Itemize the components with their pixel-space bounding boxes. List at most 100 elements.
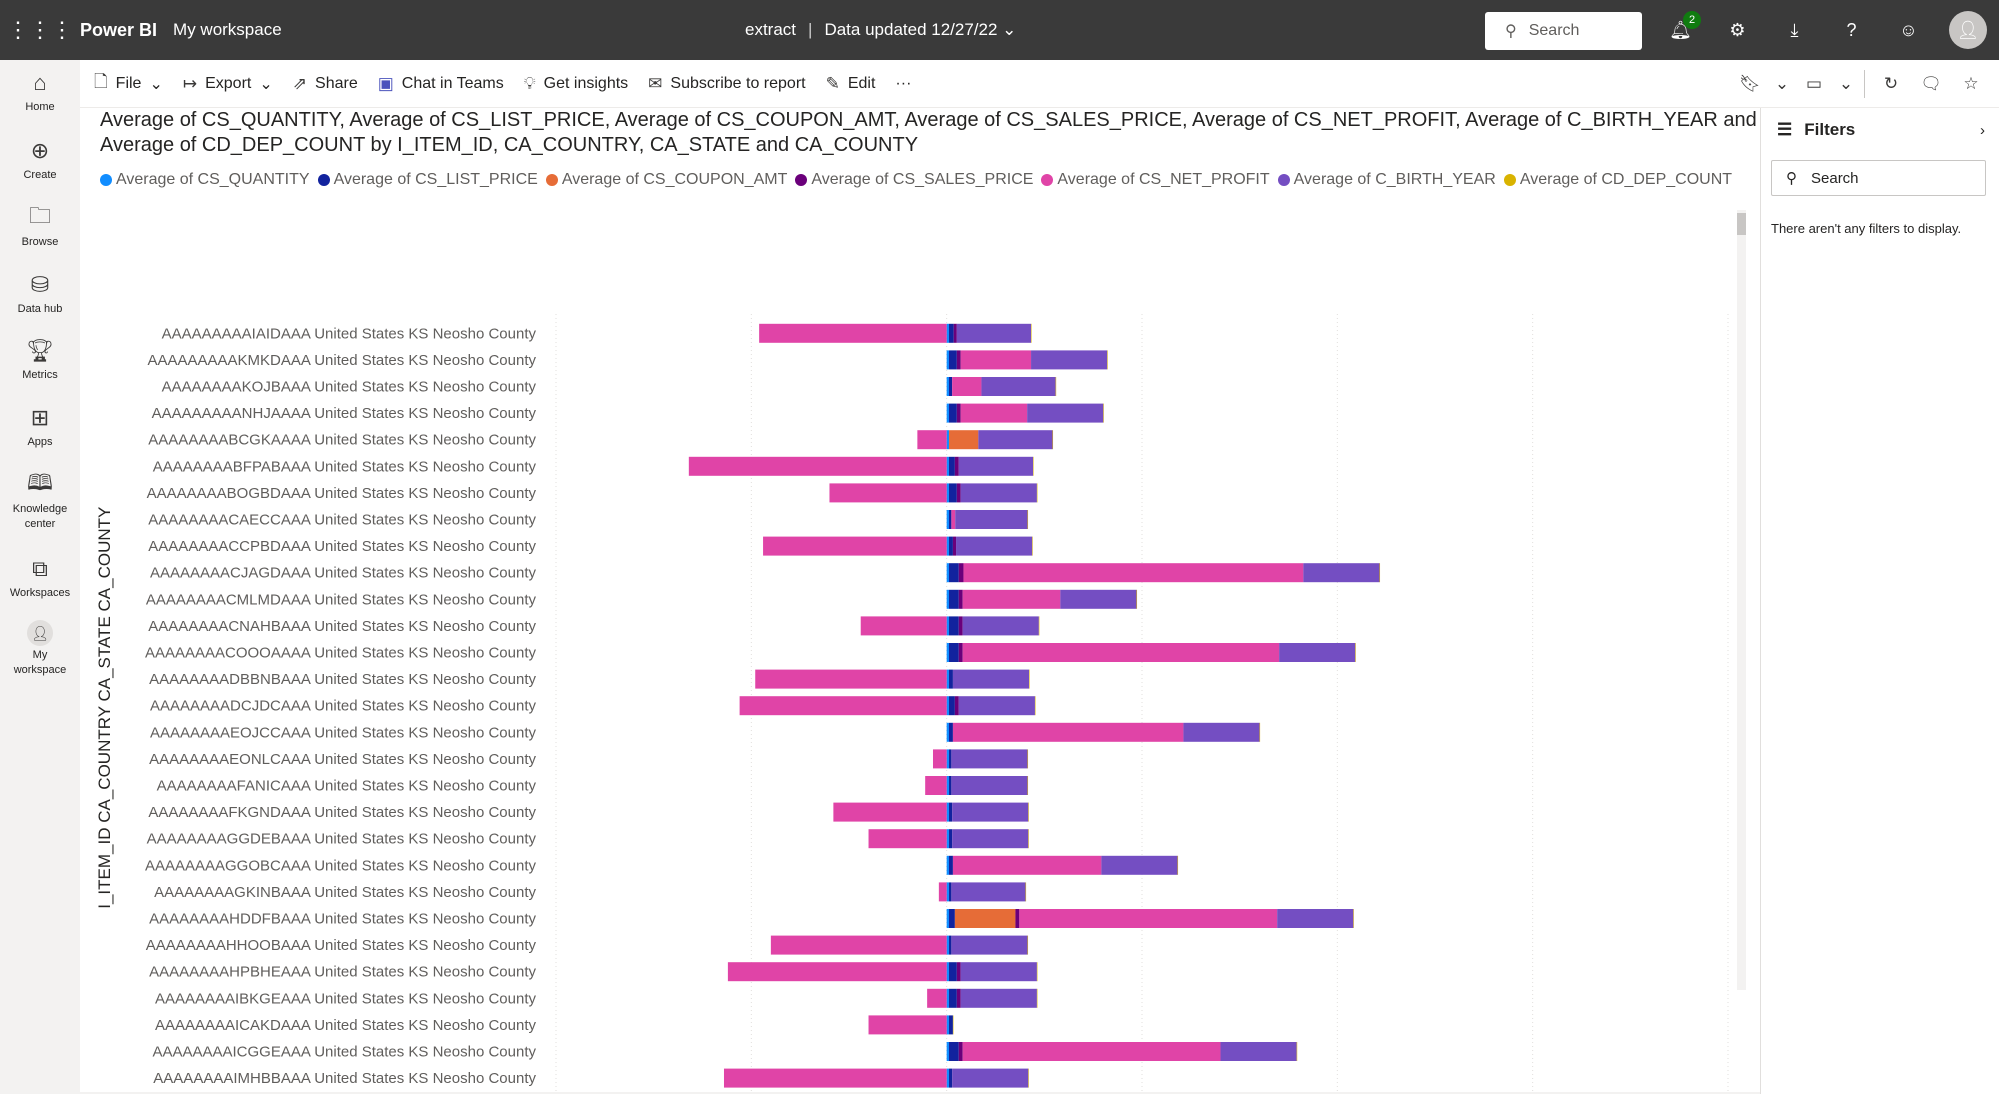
chat-in-teams-button[interactable]: ▣ Chat in Teams: [368, 60, 514, 108]
export-menu[interactable]: ↦ Export ⌄: [173, 60, 283, 108]
bar-segment[interactable]: [952, 669, 1030, 689]
bar-segment[interactable]: [946, 935, 950, 955]
bar-segment[interactable]: [958, 589, 963, 609]
bar-segment[interactable]: [952, 855, 1102, 875]
bar-segment[interactable]: [956, 988, 961, 1008]
bar-segment[interactable]: [960, 483, 1037, 503]
bar-segment[interactable]: [949, 722, 953, 742]
bar-segment[interactable]: [946, 456, 950, 476]
bar-segment[interactable]: [1101, 855, 1178, 875]
bar-segment[interactable]: [946, 722, 950, 742]
bar-segment[interactable]: [868, 829, 947, 849]
bar-segment[interactable]: [1036, 483, 1038, 503]
bar-segment[interactable]: [946, 1068, 950, 1088]
bar-segment[interactable]: [1029, 669, 1030, 689]
bar-segment[interactable]: [833, 802, 947, 822]
bookmark-button[interactable]: 🔖︎: [1730, 60, 1770, 108]
bar-segment[interactable]: [951, 882, 1026, 902]
bar-segment[interactable]: [956, 323, 1032, 343]
bar-segment[interactable]: [1220, 1042, 1297, 1061]
bar-segment[interactable]: [946, 430, 950, 450]
chart-scrollbar-thumb[interactable]: [1737, 213, 1746, 235]
bar-segment[interactable]: [1183, 722, 1260, 742]
bar-segment[interactable]: [932, 749, 947, 769]
bar-segment[interactable]: [1033, 456, 1034, 476]
bar-segment[interactable]: [1027, 510, 1029, 529]
bar-segment[interactable]: [952, 722, 1184, 742]
nav-workspaces[interactable]: ⧉ Workspaces: [0, 554, 80, 601]
bar-segment[interactable]: [952, 829, 1029, 849]
bar-segment[interactable]: [949, 829, 953, 849]
bar-segment[interactable]: [949, 563, 959, 583]
bar-segment[interactable]: [952, 1068, 1029, 1088]
bar-segment[interactable]: [962, 1042, 1221, 1061]
edit-button[interactable]: ✎ Edit: [816, 60, 886, 108]
bar-segment[interactable]: [949, 643, 959, 662]
bar-segment[interactable]: [954, 456, 959, 476]
view-dropdown[interactable]: ⌄: [1834, 60, 1858, 108]
bar-segment[interactable]: [829, 483, 947, 503]
bar-segment[interactable]: [962, 616, 1039, 636]
bar-segment[interactable]: [1052, 430, 1054, 450]
bar-segment[interactable]: [946, 909, 950, 928]
refresh-button[interactable]: ↻: [1871, 60, 1911, 108]
bar-segment[interactable]: [960, 350, 1032, 370]
workspace-link[interactable]: My workspace: [173, 20, 282, 39]
settings-button[interactable]: ⚙: [1709, 0, 1766, 60]
comments-button[interactable]: 🗨︎: [1911, 60, 1951, 108]
bar-segment[interactable]: [949, 377, 953, 396]
bar-segment[interactable]: [962, 589, 1061, 609]
bar-segment[interactable]: [1027, 935, 1029, 955]
nav-browse[interactable]: 🗀︎ Browse: [0, 203, 80, 250]
bar-segment[interactable]: [960, 403, 1028, 423]
download-button[interactable]: ⤓: [1766, 0, 1823, 60]
bar-segment[interactable]: [958, 696, 1035, 716]
bar-segment[interactable]: [949, 962, 957, 982]
bar-segment[interactable]: [946, 350, 950, 370]
bar-segment[interactable]: [949, 323, 954, 343]
bar-segment[interactable]: [981, 377, 1056, 396]
nav-apps[interactable]: ⊞ Apps: [0, 403, 80, 450]
legend-item[interactable]: Average of CS_SALES_PRICE: [795, 171, 1033, 189]
bar-segment[interactable]: [958, 1042, 963, 1061]
nav-metrics[interactable]: 🏆︎ Metrics: [0, 336, 80, 383]
bar-segment[interactable]: [951, 776, 1028, 795]
bar-segment[interactable]: [949, 616, 959, 636]
bar-segment[interactable]: [1036, 962, 1038, 982]
bar-segment[interactable]: [946, 882, 950, 902]
bar-segment[interactable]: [946, 536, 950, 556]
bar-segment[interactable]: [1279, 643, 1356, 662]
subscribe-button[interactable]: ✉ Subscribe to report: [638, 60, 815, 108]
bar-segment[interactable]: [946, 323, 950, 343]
bar-segment[interactable]: [958, 616, 963, 636]
bar-segment[interactable]: [949, 483, 957, 503]
bar-segment[interactable]: [949, 1068, 953, 1088]
bar-segment[interactable]: [952, 536, 957, 556]
bar-segment[interactable]: [949, 456, 955, 476]
bar-segment[interactable]: [956, 403, 961, 423]
bar-segment[interactable]: [946, 962, 950, 982]
bar-segment[interactable]: [949, 882, 952, 902]
notifications-button[interactable]: 🔔︎ 2: [1652, 0, 1709, 60]
bar-segment[interactable]: [946, 988, 950, 1008]
bar-segment[interactable]: [1107, 350, 1108, 370]
bar-segment[interactable]: [956, 536, 1033, 556]
bar-segment[interactable]: [952, 1015, 954, 1035]
bar-segment[interactable]: [949, 1015, 953, 1035]
bar-segment[interactable]: [949, 589, 959, 609]
bar-segment[interactable]: [958, 563, 964, 583]
bar-segment[interactable]: [955, 510, 1028, 529]
bar-segment[interactable]: [1296, 1042, 1298, 1061]
bar-segment[interactable]: [1277, 909, 1354, 928]
bar-segment[interactable]: [1379, 563, 1381, 583]
bar-segment[interactable]: [946, 855, 950, 875]
bar-segment[interactable]: [954, 696, 959, 716]
bar-segment[interactable]: [949, 935, 952, 955]
bar-segment[interactable]: [1303, 563, 1380, 583]
bar-segment[interactable]: [759, 323, 947, 343]
help-button[interactable]: ?: [1823, 0, 1880, 60]
bar-segment[interactable]: [946, 696, 950, 716]
bar-segment[interactable]: [952, 802, 1029, 822]
nav-knowledge-center[interactable]: 🕮︎ Knowledge center: [0, 470, 80, 532]
bar-segment[interactable]: [917, 430, 947, 450]
